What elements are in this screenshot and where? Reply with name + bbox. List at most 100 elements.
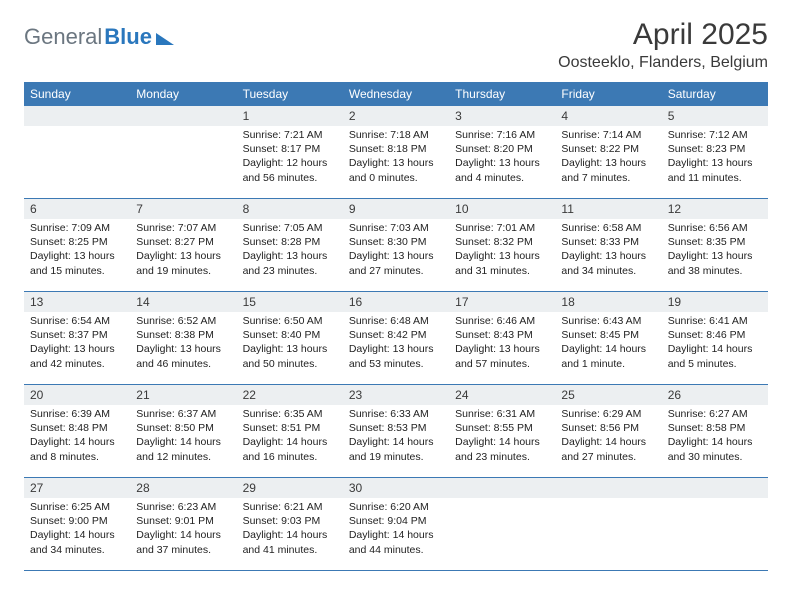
day-body: Sunrise: 6:27 AMSunset: 8:58 PMDaylight:…	[662, 405, 768, 464]
day-number: 26	[668, 388, 762, 402]
daynum-row: 24	[449, 385, 555, 405]
day-body: Sunrise: 7:05 AMSunset: 8:28 PMDaylight:…	[237, 219, 343, 278]
day-number: 7	[136, 202, 230, 216]
daylight-text: and 38 minutes.	[668, 264, 762, 278]
day-cell: 22 Sunrise: 6:35 AMSunset: 8:51 PMDayligh…	[237, 385, 343, 477]
day-number: 20	[30, 388, 124, 402]
sunset-text: Sunset: 8:58 PM	[668, 421, 762, 435]
sunset-text: Sunset: 9:03 PM	[243, 514, 337, 528]
daylight-text: Daylight: 13 hours	[136, 249, 230, 263]
sunrise-text: Sunrise: 6:50 AM	[243, 314, 337, 328]
sunset-text: Sunset: 8:45 PM	[561, 328, 655, 342]
sunrise-text: Sunrise: 7:16 AM	[455, 128, 549, 142]
daynum-row	[130, 106, 236, 126]
daynum-row: 23	[343, 385, 449, 405]
day-cell: 20Sunrise: 6:39 AMSunset: 8:48 PMDayligh…	[24, 385, 130, 477]
day-cell: 6Sunrise: 7:09 AMSunset: 8:25 PMDaylight…	[24, 199, 130, 291]
sunrise-text: Sunrise: 6:29 AM	[561, 407, 655, 421]
daylight-text: and 57 minutes.	[455, 357, 549, 371]
day-cell: 5Sunrise: 7:12 AMSunset: 8:23 PMDaylight…	[662, 106, 768, 198]
daylight-text: and 37 minutes.	[136, 543, 230, 557]
daynum-row: 19	[662, 292, 768, 312]
daylight-text: Daylight: 14 hours	[455, 435, 549, 449]
daynum-row: 2	[343, 106, 449, 126]
daylight-text: and 0 minutes.	[349, 171, 443, 185]
day-body: Sunrise: 6:48 AMSunset: 8:42 PMDaylight:…	[343, 312, 449, 371]
daynum-row: 29	[237, 478, 343, 498]
day-body: Sunrise: 7:03 AMSunset: 8:30 PMDaylight:…	[343, 219, 449, 278]
daylight-text: Daylight: 13 hours	[455, 342, 549, 356]
week-row: 6Sunrise: 7:09 AMSunset: 8:25 PMDaylight…	[24, 199, 768, 292]
sunset-text: Sunset: 8:18 PM	[349, 142, 443, 156]
sunrise-text: Sunrise: 6:41 AM	[668, 314, 762, 328]
day-body: Sunrise: 6:25 AMSunset: 9:00 PMDaylight:…	[24, 498, 130, 557]
sunrise-text: Sunrise: 7:03 AM	[349, 221, 443, 235]
daylight-text: Daylight: 14 hours	[561, 435, 655, 449]
day-cell: 1Sunrise: 7:21 AMSunset: 8:17 PMDaylight…	[237, 106, 343, 198]
day-cell: 17Sunrise: 6:46 AMSunset: 8:43 PMDayligh…	[449, 292, 555, 384]
daynum-row: 16	[343, 292, 449, 312]
daynum-row: 4	[555, 106, 661, 126]
day-number: 3	[455, 109, 549, 123]
sunrise-text: Sunrise: 6:46 AM	[455, 314, 549, 328]
sunset-text: Sunset: 8:50 PM	[136, 421, 230, 435]
sunrise-text: Sunrise: 7:01 AM	[455, 221, 549, 235]
daylight-text: Daylight: 13 hours	[561, 249, 655, 263]
sunset-text: Sunset: 8:23 PM	[668, 142, 762, 156]
day-number: 14	[136, 295, 230, 309]
day-cell	[662, 478, 768, 570]
day-body: Sunrise: 6:35 AMSunset: 8:51 PMDaylight:…	[237, 405, 343, 464]
day-cell: 3 Sunrise: 7:16 AMSunset: 8:20 PMDaylight…	[449, 106, 555, 198]
daylight-text: Daylight: 13 hours	[349, 342, 443, 356]
day-body: Sunrise: 7:16 AMSunset: 8:20 PMDaylight:…	[449, 126, 555, 185]
sunrise-text: Sunrise: 6:39 AM	[30, 407, 124, 421]
day-number: 16	[349, 295, 443, 309]
daylight-text: and 15 minutes.	[30, 264, 124, 278]
daylight-text: Daylight: 14 hours	[668, 435, 762, 449]
daylight-text: Daylight: 13 hours	[30, 249, 124, 263]
daynum-row: 11	[555, 199, 661, 219]
dow-tuesday: Tuesday	[237, 83, 343, 106]
daynum-row	[555, 478, 661, 498]
sunrise-text: Sunrise: 6:48 AM	[349, 314, 443, 328]
daynum-row: 14	[130, 292, 236, 312]
daylight-text: Daylight: 14 hours	[349, 435, 443, 449]
day-cell: 30Sunrise: 6:20 AMSunset: 9:04 PMDayligh…	[343, 478, 449, 570]
daylight-text: Daylight: 14 hours	[349, 528, 443, 542]
day-number: 22	[243, 388, 337, 402]
day-number: 28	[136, 481, 230, 495]
daylight-text: and 50 minutes.	[243, 357, 337, 371]
day-cell	[130, 106, 236, 198]
week-row: 20 Sunrise: 6:39 AMSunset: 8:48 PM Dayligh…	[24, 385, 768, 478]
daylight-text: Daylight: 14 hours	[136, 528, 230, 542]
daylight-text: Daylight: 13 hours	[668, 156, 762, 170]
sunset-text: Sunset: 8:46 PM	[668, 328, 762, 342]
sunrise-text: Sunrise: 6:37 AM	[136, 407, 230, 421]
day-cell: 4Sunrise: 7:14 AMSunset: 8:22 PMDaylight…	[555, 106, 661, 198]
sunset-text: Sunset: 8:51 PM	[243, 421, 337, 435]
brand-logo: GeneralBlue	[24, 24, 174, 50]
week-row: 27Sunrise: 6:25 AMSunset: 9:00 PMDayligh…	[24, 478, 768, 571]
title-block: April 2025 Oosteeklo, Flanders, Belgium	[558, 18, 768, 72]
dow-wednesday: Wednesday	[343, 83, 449, 106]
sunset-text: Sunset: 8:35 PM	[668, 235, 762, 249]
daynum-row: 18	[555, 292, 661, 312]
daylight-text: Daylight: 13 hours	[243, 342, 337, 356]
daynum-row: 22	[237, 385, 343, 405]
day-number: 17	[455, 295, 549, 309]
daynum-row: 26	[662, 385, 768, 405]
daylight-text: Daylight: 14 hours	[243, 435, 337, 449]
sunset-text: Sunset: 8:33 PM	[561, 235, 655, 249]
day-number: 19	[668, 295, 762, 309]
daynum-row: 15	[237, 292, 343, 312]
daylight-text: and 23 minutes.	[455, 450, 549, 464]
day-body: Sunrise: 6:31 AMSunset: 8:55 PMDaylight:…	[449, 405, 555, 464]
sunset-text: Sunset: 8:40 PM	[243, 328, 337, 342]
daylight-text: Daylight: 13 hours	[349, 156, 443, 170]
sunset-text: Sunset: 8:56 PM	[561, 421, 655, 435]
sunset-text: Sunset: 8:48 PM	[30, 421, 124, 435]
day-cell: 14 Sunrise: 6:52 AMSunset: 8:38 PMDayligh…	[130, 292, 236, 384]
day-cell: 18Sunrise: 6:43 AMSunset: 8:45 PMDayligh…	[555, 292, 661, 384]
day-body: Sunrise: 6:52 AMSunset: 8:38 PMDaylight:…	[130, 312, 236, 371]
day-body: Sunrise: 6:20 AMSunset: 9:04 PMDaylight:…	[343, 498, 449, 557]
